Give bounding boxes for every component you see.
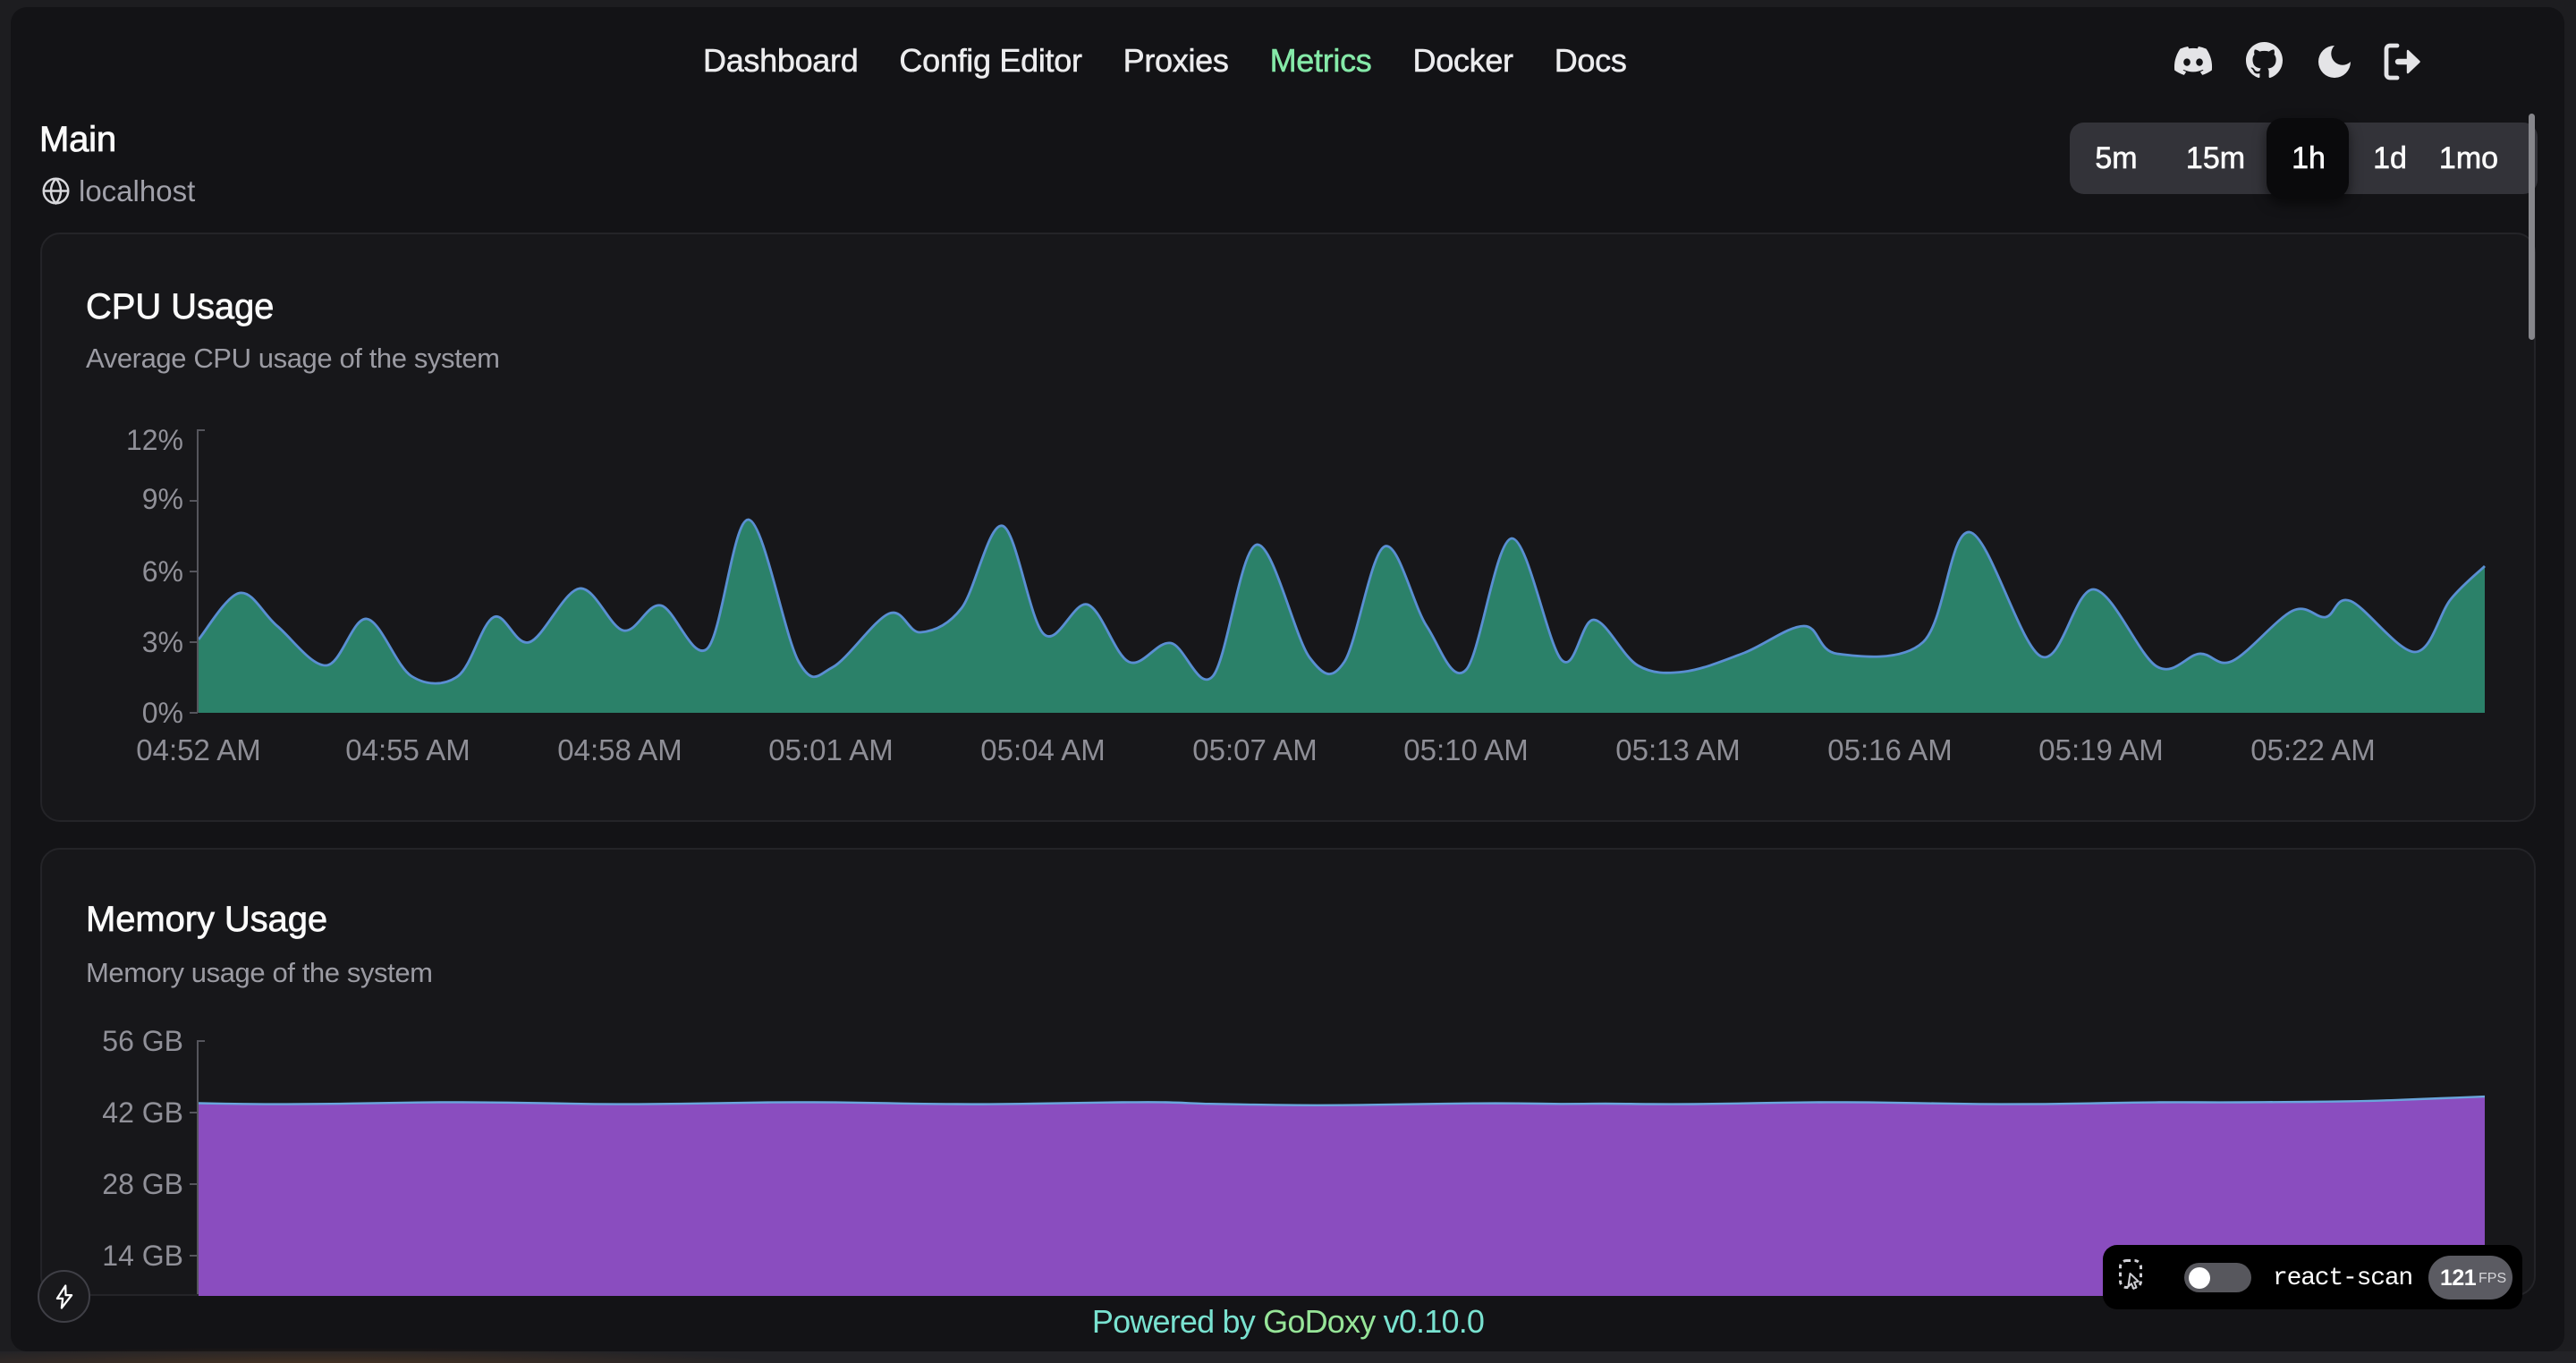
- svg-text:56 GB: 56 GB: [102, 1025, 183, 1057]
- svg-text:3%: 3%: [142, 626, 183, 658]
- svg-text:28 GB: 28 GB: [102, 1168, 183, 1200]
- svg-text:05:04 AM: 05:04 AM: [980, 733, 1105, 766]
- svg-text:12%: 12%: [126, 424, 183, 456]
- svg-text:05:16 AM: 05:16 AM: [1827, 733, 1952, 766]
- svg-text:05:22 AM: 05:22 AM: [2250, 733, 2375, 766]
- svg-text:6%: 6%: [142, 555, 183, 588]
- svg-text:9%: 9%: [142, 483, 183, 515]
- svg-text:05:07 AM: 05:07 AM: [1192, 733, 1317, 766]
- svg-text:14 GB: 14 GB: [102, 1240, 183, 1272]
- svg-text:04:58 AM: 04:58 AM: [557, 733, 682, 766]
- svg-text:04:52 AM: 04:52 AM: [136, 733, 260, 766]
- svg-text:04:55 AM: 04:55 AM: [345, 733, 470, 766]
- svg-text:05:13 AM: 05:13 AM: [1615, 733, 1740, 766]
- svg-text:05:10 AM: 05:10 AM: [1403, 733, 1528, 766]
- svg-text:0%: 0%: [142, 697, 183, 729]
- svg-text:05:01 AM: 05:01 AM: [768, 733, 893, 766]
- svg-text:42 GB: 42 GB: [102, 1096, 183, 1129]
- svg-text:05:19 AM: 05:19 AM: [2038, 733, 2163, 766]
